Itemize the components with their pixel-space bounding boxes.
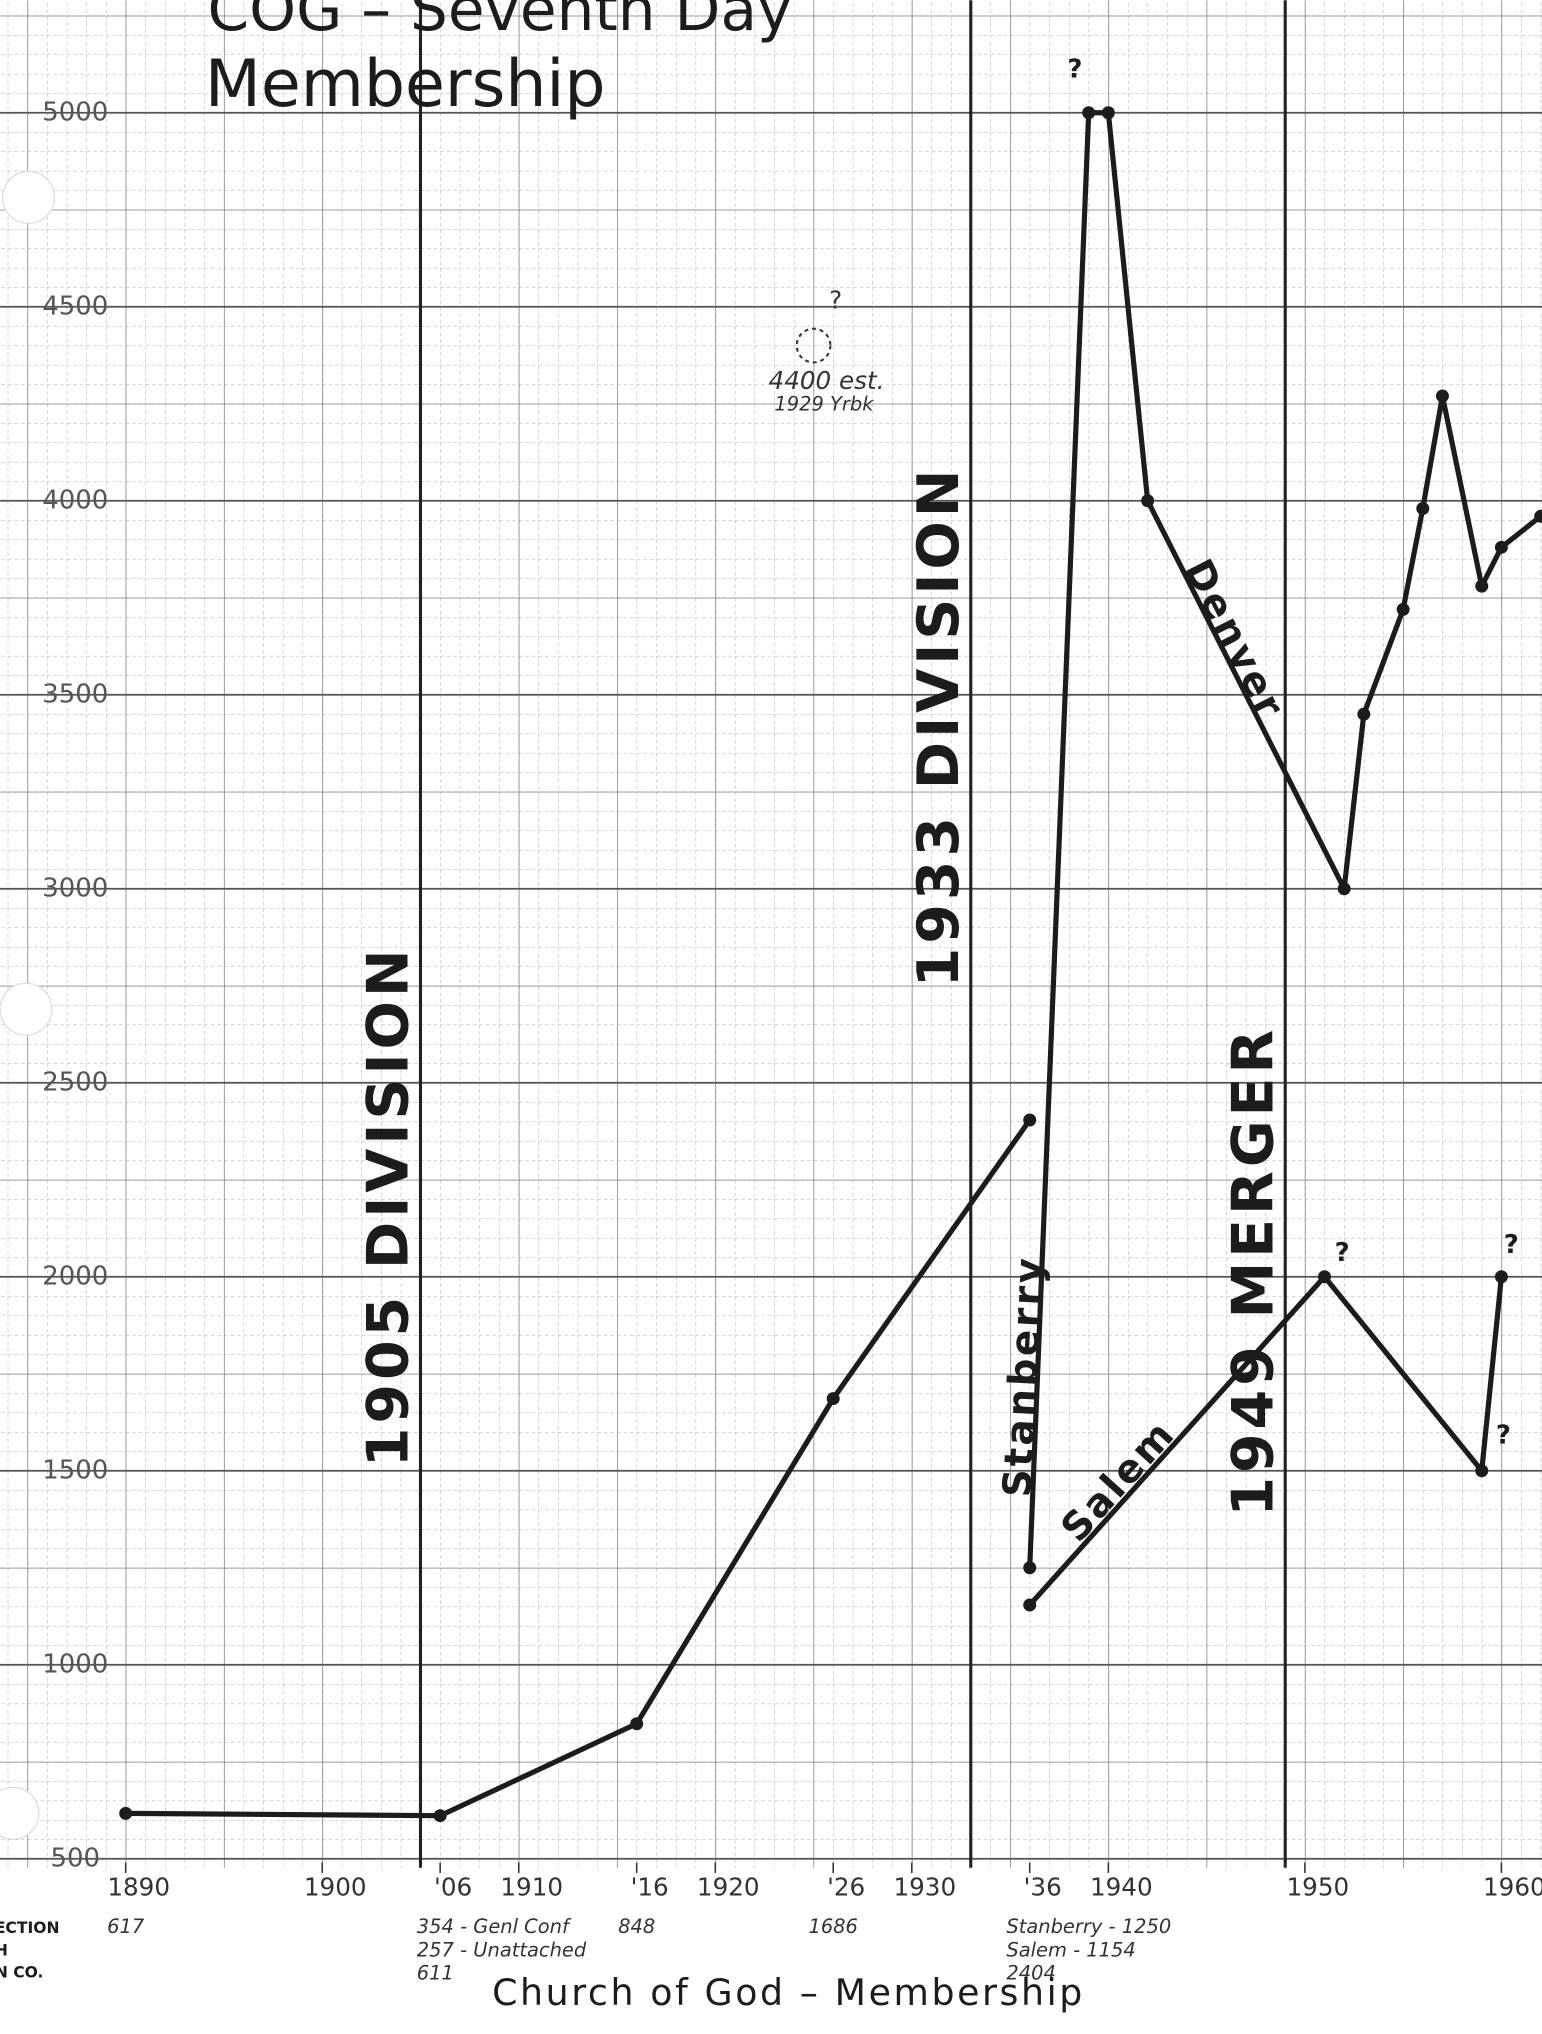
- estimate-source: 1929 Yrbk: [774, 393, 874, 416]
- graph-paper-major: [0, 0, 1542, 1868]
- query-flag: ?: [1496, 1420, 1511, 1450]
- axis-note: 1686: [808, 1915, 857, 1938]
- data-point: [1416, 502, 1429, 515]
- y-tick-label: 2000: [42, 1261, 108, 1291]
- data-point: [1023, 1114, 1036, 1127]
- chart: 500 1000 1500 2000 2500 3000 3500 4000 4500 5000 1…: [0, 0, 1542, 2034]
- divider-label: 1949 MERGER: [1220, 1026, 1286, 1517]
- data-point: [1023, 1561, 1036, 1574]
- x-tick-label: 1940: [1090, 1873, 1153, 1902]
- x-tick-label: 1900: [304, 1873, 367, 1902]
- divider-label: 1933 DIVISION: [906, 466, 972, 988]
- x-tick-label: '06: [434, 1873, 472, 1902]
- axis-note: 354 - Genl Conf: [417, 1915, 572, 1938]
- query-flag: ?: [1067, 55, 1082, 85]
- x-tick-label: 1920: [697, 1873, 760, 1902]
- chart-subtitle: Membership: [205, 47, 606, 122]
- x-tick-label: 1930: [893, 1873, 956, 1902]
- y-tick-label: 1000: [42, 1649, 108, 1679]
- x-tick-label: '16: [631, 1873, 669, 1902]
- y-tick-label: 500: [50, 1843, 99, 1873]
- y-tick-label: 2500: [42, 1067, 108, 1097]
- x-tick-label: 1910: [500, 1873, 563, 1902]
- data-point: [1436, 390, 1449, 403]
- divider-label: 1905 DIVISION: [356, 945, 422, 1467]
- axis-note: 257 - Unattached: [417, 1938, 587, 1961]
- data-point: [1397, 603, 1410, 616]
- x-tick-label: '36: [1024, 1873, 1062, 1902]
- data-point: [1141, 494, 1154, 507]
- data-point: [119, 1807, 132, 1820]
- chart-title: COG – Seventh Day: [208, 0, 793, 45]
- data-point: [1318, 1270, 1331, 1283]
- query-flag: ?: [1335, 1238, 1350, 1268]
- data-point: [1338, 882, 1351, 895]
- axis-note: Stanberry - 1250: [1006, 1915, 1171, 1938]
- data-point: [1102, 106, 1115, 119]
- x-tick-label: 1890: [107, 1873, 170, 1902]
- data-point: [434, 1809, 447, 1822]
- data-point: [827, 1392, 840, 1405]
- x-tick-label: 1950: [1287, 1873, 1350, 1902]
- query-flag: ?: [1504, 1230, 1519, 1260]
- data-point: [1023, 1599, 1036, 1612]
- data-point: [1357, 708, 1370, 721]
- data-point: [1495, 1270, 1508, 1283]
- y-tick-label: 3000: [42, 873, 108, 903]
- margin-text: ECTION: [0, 1919, 59, 1937]
- punch-hole: [0, 983, 52, 1035]
- y-tick-label: 1500: [42, 1455, 108, 1485]
- estimate-label: 4400 est.: [769, 366, 885, 395]
- data-point: [1495, 541, 1508, 554]
- punch-hole: [3, 171, 55, 223]
- y-tick-label: 4000: [42, 485, 108, 515]
- margin-text: H: [0, 1941, 8, 1959]
- data-point: [630, 1717, 643, 1730]
- axis-note: 617: [107, 1915, 145, 1938]
- margin-text: N CO.: [0, 1963, 43, 1981]
- estimate-flag: ?: [829, 285, 842, 314]
- data-point: [1082, 106, 1095, 119]
- axis-note: 611: [417, 1962, 454, 1985]
- y-tick-label: 3500: [42, 679, 108, 709]
- axis-note: 848: [618, 1915, 655, 1938]
- footer: Church of God – Membership: [492, 1971, 1085, 2014]
- data-point: [1475, 580, 1488, 593]
- data-point: [1475, 1464, 1488, 1477]
- x-tick-label: '26: [827, 1873, 865, 1902]
- x-tick-label: 1960: [1483, 1873, 1542, 1902]
- y-tick-label: 5000: [42, 97, 108, 127]
- y-tick-label: 4500: [42, 291, 108, 321]
- axis-note: Salem - 1154: [1006, 1938, 1135, 1961]
